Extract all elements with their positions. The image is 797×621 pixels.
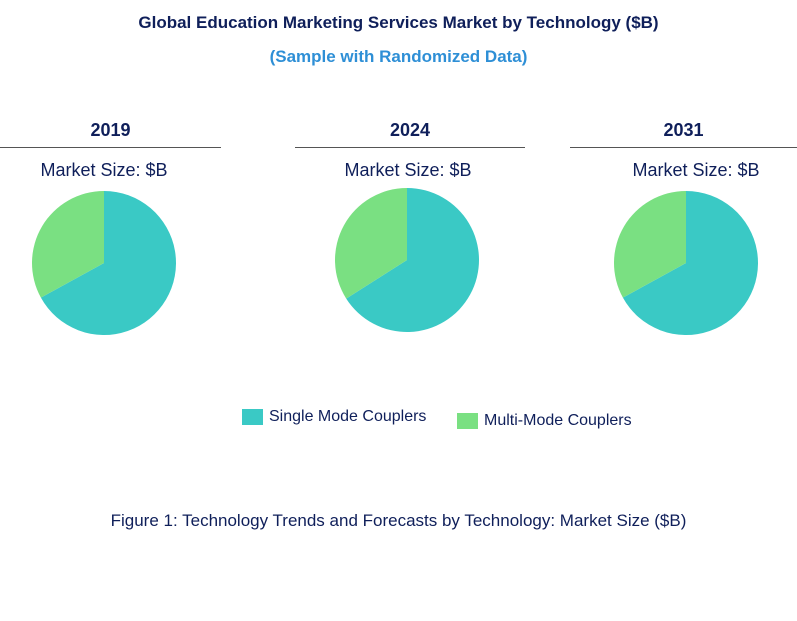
- chart-title: Global Education Marketing Services Mark…: [138, 13, 659, 32]
- panel-label: Market Size: $B: [632, 160, 760, 180]
- figure-caption: Figure 1: Technology Trends and Forecast…: [110, 511, 687, 530]
- pie-slice-2024-multi-mode: [335, 188, 407, 299]
- panel-year-2031: 2031: [663, 120, 704, 140]
- panel-year-2024: 2024: [389, 120, 431, 140]
- chart-subtitle: (Sample with Randomized Data): [269, 47, 528, 66]
- pie-slice-2031-single-mode: [622, 191, 758, 335]
- pie-slice-2019-multi-mode: [32, 191, 105, 298]
- panel-label: Market Size: $B: [344, 160, 472, 180]
- panel-divider: [0, 147, 221, 148]
- legend-swatch-single-mode: [242, 409, 263, 425]
- legend-label-single-mode: Single Mode Couplers: [269, 408, 427, 425]
- panel-label: Market Size: $B: [40, 160, 168, 180]
- pie-slice-2031-multi-mode: [614, 191, 686, 298]
- pie-slice-2019-single-mode: [40, 191, 177, 335]
- legend-swatch-multi-mode: [457, 413, 478, 429]
- pie-slice-2024-single-mode: [346, 187, 479, 333]
- legend-label-multi-mode: Multi-Mode Couplers: [484, 412, 632, 429]
- panel-divider: [570, 147, 797, 148]
- panel-divider: [295, 147, 525, 148]
- panel-year-2019: 2019: [90, 120, 131, 140]
